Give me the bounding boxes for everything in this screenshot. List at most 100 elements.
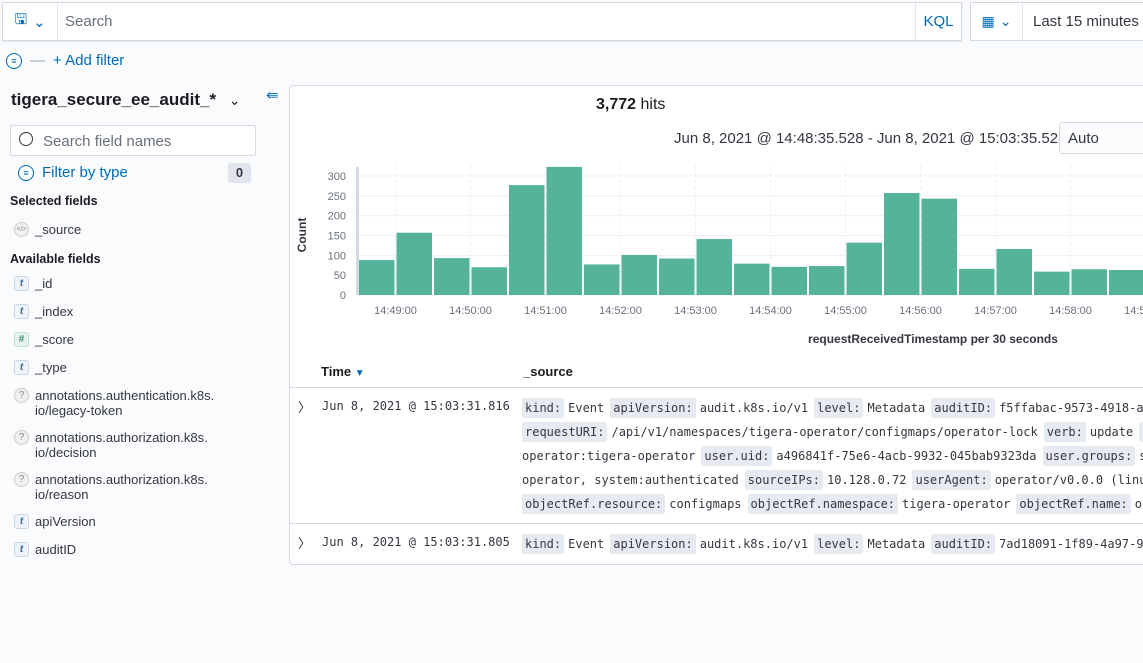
search-icon bbox=[19, 132, 33, 146]
number-type-icon: # bbox=[14, 332, 29, 347]
histogram-bar[interactable] bbox=[1034, 271, 1070, 295]
histogram-bar[interactable] bbox=[884, 193, 920, 295]
chevron-down-icon: ⌄ bbox=[999, 13, 1012, 29]
doc-field-value: operator/v0.0.0 (linux bbox=[994, 473, 1143, 487]
field-search-placeholder: Search field names bbox=[43, 133, 172, 150]
doc-field-key: objectRef.resource: bbox=[522, 494, 666, 514]
histogram-bar[interactable] bbox=[959, 268, 995, 295]
doc-field-value: tigera-operator bbox=[902, 497, 1011, 511]
histogram-bar[interactable] bbox=[396, 232, 433, 295]
doc-field: apiVersion: audit.k8s.io/v1 bbox=[610, 534, 808, 554]
histogram-bar[interactable] bbox=[809, 266, 845, 295]
string-type-icon: t bbox=[14, 304, 29, 319]
field-name: apiVersion bbox=[35, 514, 96, 529]
doc-field-key: user.groups: bbox=[1042, 446, 1136, 466]
string-type-icon: t bbox=[14, 360, 29, 375]
doc-field-value: Event bbox=[568, 537, 605, 551]
histogram-bar[interactable] bbox=[659, 258, 695, 295]
expand-row-chevron-icon[interactable]: 〉 bbox=[298, 536, 312, 551]
x-tick-label: 14:52:00 bbox=[599, 305, 642, 317]
histogram-bar[interactable] bbox=[359, 260, 395, 295]
document-source-line: operator, system:authenticated sourceIPs:… bbox=[522, 469, 1143, 491]
x-tick-label: 14:49:00 bbox=[374, 305, 417, 317]
sort-down-icon[interactable]: ▼ bbox=[354, 368, 365, 379]
doc-field: user.username: bbox=[1139, 422, 1143, 442]
histogram-bar[interactable] bbox=[996, 248, 1033, 295]
field-item[interactable]: t apiVersion bbox=[14, 514, 96, 529]
unknown-type-icon: ? bbox=[14, 388, 29, 403]
doc-field: operator:tigera-operator bbox=[522, 449, 695, 463]
histogram-bar[interactable] bbox=[509, 185, 545, 295]
x-tick-label: 14:53:00 bbox=[674, 305, 717, 317]
histogram-bar[interactable] bbox=[921, 198, 958, 295]
doc-field-value: update bbox=[1089, 425, 1134, 439]
row-timestamp: Jun 8, 2021 @ 15:03:31.816 bbox=[322, 399, 510, 413]
doc-field: userAgent: operator/v0.0.0 (linux bbox=[912, 470, 1143, 490]
filter-by-type-button[interactable]: ≡ Filter by type bbox=[18, 164, 128, 181]
doc-field-key: apiVersion: bbox=[610, 398, 696, 418]
field-item[interactable]: ? annotations.authorization.k8s. io/reason bbox=[14, 472, 208, 502]
field-item[interactable]: t auditID bbox=[14, 542, 76, 557]
saved-query-button[interactable]: 🖫 ⌄ bbox=[3, 3, 58, 40]
string-type-icon: t bbox=[14, 542, 29, 557]
search-input[interactable]: Search bbox=[65, 13, 113, 30]
histogram-bar[interactable] bbox=[546, 166, 583, 295]
field-search-input[interactable]: Search field names bbox=[10, 125, 256, 156]
document-source-line: operator:tigera-operator user.uid: a496841… bbox=[522, 445, 1143, 467]
document-source-line: requestURI:/api/v1/namespaces/tigera-ope… bbox=[522, 421, 1143, 443]
doc-field-key: objectRef.name: bbox=[1016, 494, 1131, 514]
doc-field: objectRef.namespace: tigera-operator bbox=[747, 494, 1011, 514]
doc-field: level: Metadata bbox=[814, 398, 926, 418]
expand-row-chevron-icon[interactable]: 〉 bbox=[298, 400, 312, 415]
string-type-icon: t bbox=[14, 514, 29, 529]
doc-field-key: level: bbox=[814, 534, 864, 554]
field-item[interactable]: t _type bbox=[14, 360, 67, 375]
field-item-source[interactable]: </> _source bbox=[14, 222, 81, 237]
histogram-bar[interactable] bbox=[846, 242, 883, 295]
y-tick-label: 250 bbox=[328, 191, 346, 203]
y-axis-label: Count bbox=[295, 218, 309, 253]
histogram-bar[interactable] bbox=[621, 254, 658, 295]
field-item[interactable]: # _score bbox=[14, 332, 74, 347]
histogram-bar[interactable] bbox=[1109, 270, 1143, 295]
histogram-bar[interactable] bbox=[1071, 269, 1108, 295]
x-tick-label: 14:58:00 bbox=[1049, 305, 1092, 317]
index-pattern-selector[interactable]: tigera_secure_ee_audit_* ⌄ bbox=[11, 90, 241, 110]
y-tick-label: 50 bbox=[334, 270, 346, 282]
time-range-button[interactable]: Last 15 minutes bbox=[1033, 13, 1139, 30]
source-icon: </> bbox=[14, 222, 29, 237]
add-filter-button[interactable]: + Add filter bbox=[53, 52, 125, 69]
quick-select-button[interactable]: ▦ ⌄ bbox=[971, 3, 1023, 40]
field-item[interactable]: ? annotations.authentication.k8s. io/legac… bbox=[14, 388, 214, 418]
collapse-sidebar-icon[interactable]: ⇚ bbox=[266, 87, 279, 104]
histogram-bar[interactable] bbox=[434, 258, 470, 295]
field-name: _type bbox=[35, 360, 67, 375]
doc-field-value: operator:tigera-operator bbox=[522, 449, 696, 463]
query-bar: 🖫 ⌄ Search KQL bbox=[2, 2, 962, 41]
doc-field-value: Metadata bbox=[867, 401, 926, 415]
histogram-bar[interactable] bbox=[584, 264, 620, 295]
filter-count-badge: 0 bbox=[228, 163, 251, 183]
hits-count: 3,772 hits bbox=[596, 96, 666, 113]
doc-field-key: verb: bbox=[1043, 422, 1086, 442]
doc-field-value: operator-lock bbox=[1134, 497, 1143, 511]
doc-field: objectRef.name:operator-lock bbox=[1016, 494, 1143, 514]
filter-menu-icon[interactable]: ≡ bbox=[6, 52, 22, 69]
histogram-bar[interactable] bbox=[471, 267, 508, 295]
field-item[interactable]: t _index bbox=[14, 304, 73, 319]
doc-field: objectRef.resource: configmaps bbox=[522, 494, 742, 514]
field-item[interactable]: ? annotations.authorization.k8s. io/decisi… bbox=[14, 430, 208, 460]
histogram-bar[interactable] bbox=[734, 263, 770, 295]
histogram-bar[interactable] bbox=[696, 239, 733, 295]
field-item[interactable]: t _id bbox=[14, 276, 52, 291]
field-name: _score bbox=[35, 332, 75, 347]
doc-field: auditID: f5ffabac-9573-4918-a bbox=[931, 398, 1143, 418]
document-source-line: kind: Event apiVersion: audit.k8s.io/v1 leve… bbox=[522, 533, 1143, 555]
available-fields-heading: Available fields bbox=[10, 252, 101, 266]
doc-field-value: 10.128.0.72 bbox=[827, 473, 907, 487]
interval-select[interactable]: Auto bbox=[1059, 122, 1143, 154]
histogram-bar[interactable] bbox=[771, 266, 808, 295]
time-column-header[interactable]: Time ▼ bbox=[321, 364, 365, 379]
kql-toggle-button[interactable]: KQL bbox=[915, 3, 961, 40]
time-picker: ▦ ⌄ Last 15 minutes bbox=[970, 2, 1143, 41]
